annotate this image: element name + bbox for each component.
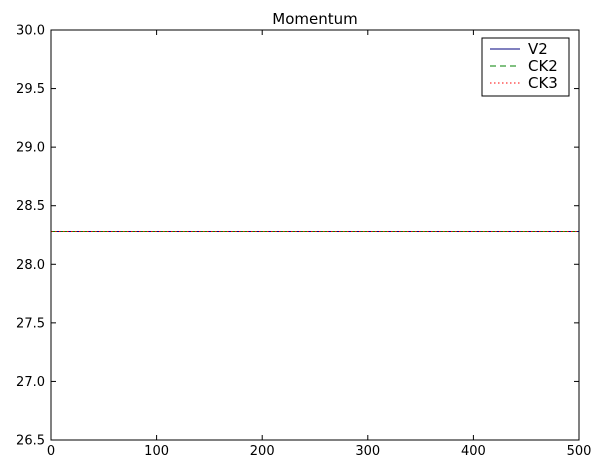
y-tick-label: 28.0 bbox=[16, 258, 45, 273]
x-tick-label: 300 bbox=[355, 444, 380, 459]
x-axis: 0 100 200 300 400 500 bbox=[47, 30, 592, 459]
legend-label-ck2: CK2 bbox=[528, 57, 558, 75]
y-tick-label: 29.0 bbox=[16, 141, 45, 156]
legend-label-v2: V2 bbox=[528, 40, 548, 58]
chart-title: Momentum bbox=[272, 10, 357, 28]
x-tick-label: 200 bbox=[250, 444, 275, 459]
x-tick-label: 100 bbox=[144, 444, 169, 459]
legend-label-ck3: CK3 bbox=[528, 74, 558, 92]
y-tick-label: 29.5 bbox=[16, 82, 45, 97]
y-tick-label: 27.5 bbox=[16, 316, 45, 331]
x-tick-label: 400 bbox=[461, 444, 486, 459]
y-tick-label: 27.0 bbox=[16, 375, 45, 390]
legend-box bbox=[481, 37, 570, 97]
y-axis: 26.5 27.0 27.5 28.0 28.5 29.0 29.5 30.0 bbox=[16, 24, 579, 449]
y-tick-label: 26.5 bbox=[16, 434, 45, 449]
plot-frame bbox=[50, 29, 580, 441]
y-tick-label: 28.5 bbox=[16, 199, 45, 214]
x-tick-label: 0 bbox=[47, 444, 55, 459]
x-tick-label: 500 bbox=[567, 444, 592, 459]
y-tick-label: 30.0 bbox=[16, 24, 45, 39]
